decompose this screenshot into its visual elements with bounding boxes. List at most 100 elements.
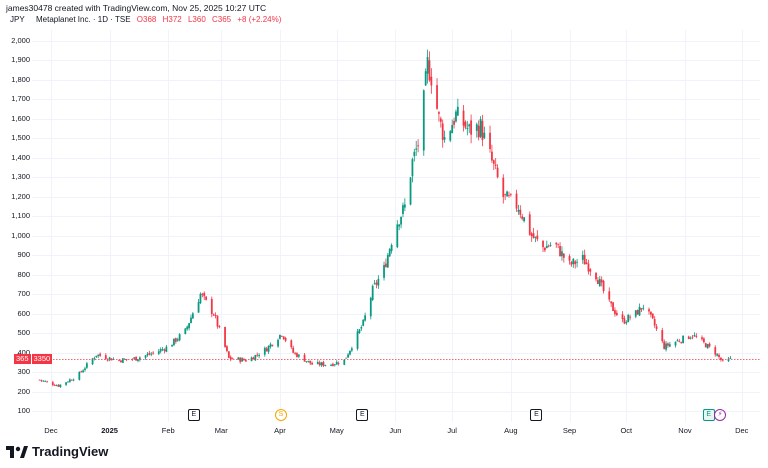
candle-up[interactable] [377,278,380,286]
candle-down[interactable] [648,309,650,312]
candle-up[interactable] [59,384,62,387]
candle-down[interactable] [653,319,656,326]
candle-up[interactable] [373,283,376,285]
candle-down[interactable] [636,309,639,315]
candle-up[interactable] [388,249,391,257]
candle-down[interactable] [496,167,499,178]
candle-up[interactable] [466,128,469,129]
candle-down[interactable] [210,298,213,314]
candle-down[interactable] [428,60,431,81]
candle-down[interactable] [612,302,614,312]
candle-up[interactable] [254,355,257,361]
news-event-marker[interactable]: ⚡ [714,409,727,421]
candle-up[interactable] [581,254,584,260]
candle-down[interactable] [462,110,465,126]
candle-up[interactable] [422,90,425,151]
candle-up[interactable] [369,297,372,317]
candle-up[interactable] [263,347,266,355]
candle-down[interactable] [585,262,588,265]
candle-down[interactable] [702,338,705,343]
candle-up[interactable] [483,132,486,138]
candle-down[interactable] [608,291,611,300]
candle-down[interactable] [70,379,73,381]
candle-down[interactable] [375,282,378,285]
candle-down[interactable] [557,243,560,245]
candle-up[interactable] [413,151,416,157]
candle-down[interactable] [244,360,247,362]
candle-up[interactable] [335,361,338,365]
candle-down[interactable] [438,112,440,114]
candle-up[interactable] [307,360,310,362]
candle-up[interactable] [386,254,389,268]
candle-down[interactable] [651,313,654,319]
candle-up[interactable] [634,310,637,317]
candle-down[interactable] [536,235,539,240]
candle-down[interactable] [532,233,535,238]
candle-down[interactable] [629,316,631,318]
candle-down[interactable] [602,280,605,292]
candle-down[interactable] [667,343,669,346]
candle-down[interactable] [508,194,510,196]
candle-down[interactable] [265,348,268,352]
candle-up[interactable] [146,354,149,356]
candle-down[interactable] [57,384,60,387]
candle-down[interactable] [695,335,698,337]
candle-down[interactable] [555,242,558,245]
candle-up[interactable] [320,362,323,366]
candle-down[interactable] [502,177,505,197]
candle-down[interactable] [318,362,321,366]
candle-down[interactable] [174,338,177,342]
candle-up[interactable] [72,379,75,381]
candle-down[interactable] [212,314,215,316]
candle-down[interactable] [661,330,664,342]
candle-up[interactable] [523,217,525,222]
earnings-event-marker[interactable]: E [356,409,369,421]
candle-down[interactable] [125,359,128,360]
candle-up[interactable] [424,71,427,86]
candle-down[interactable] [481,120,484,141]
candle-up[interactable] [65,382,67,385]
candle-down[interactable] [491,151,493,161]
candle-down[interactable] [417,145,420,147]
candle-up[interactable] [674,341,677,346]
candle-up[interactable] [330,364,332,366]
candle-up[interactable] [277,339,279,347]
candle-up[interactable] [534,236,537,238]
candle-up[interactable] [84,368,86,371]
candle-down[interactable] [589,269,592,272]
candle-down[interactable] [152,352,155,354]
candle-down[interactable] [271,344,274,346]
candle-up[interactable] [269,344,272,347]
candle-up[interactable] [411,159,414,177]
candle-down[interactable] [519,209,522,215]
candle-down[interactable] [203,292,206,297]
candle-up[interactable] [123,358,126,360]
candle-down[interactable] [597,280,599,285]
candle-up[interactable] [279,334,281,339]
candle-up[interactable] [576,261,578,263]
candle-up[interactable] [138,357,141,360]
candle-down[interactable] [311,362,314,365]
candle-down[interactable] [441,123,444,140]
candle-up[interactable] [400,216,402,225]
candle-up[interactable] [627,315,630,323]
candle-up[interactable] [91,358,94,365]
candle-up[interactable] [165,346,168,352]
candle-up[interactable] [157,351,160,354]
candle-up[interactable] [625,321,628,324]
candle-down[interactable] [439,118,442,122]
candle-up[interactable] [178,334,181,341]
candle-down[interactable] [120,360,122,363]
candle-down[interactable] [515,193,518,209]
candle-up[interactable] [449,131,452,141]
earnings-event-marker[interactable]: E [187,409,200,421]
candle-up[interactable] [85,363,88,368]
candle-up[interactable] [517,209,520,212]
candle-down[interactable] [708,343,711,347]
candle-up[interactable] [729,357,732,359]
candle-down[interactable] [229,356,232,360]
candle-up[interactable] [55,385,58,387]
candle-down[interactable] [436,85,438,109]
candle-up[interactable] [190,317,192,324]
candle-up[interactable] [665,343,667,350]
